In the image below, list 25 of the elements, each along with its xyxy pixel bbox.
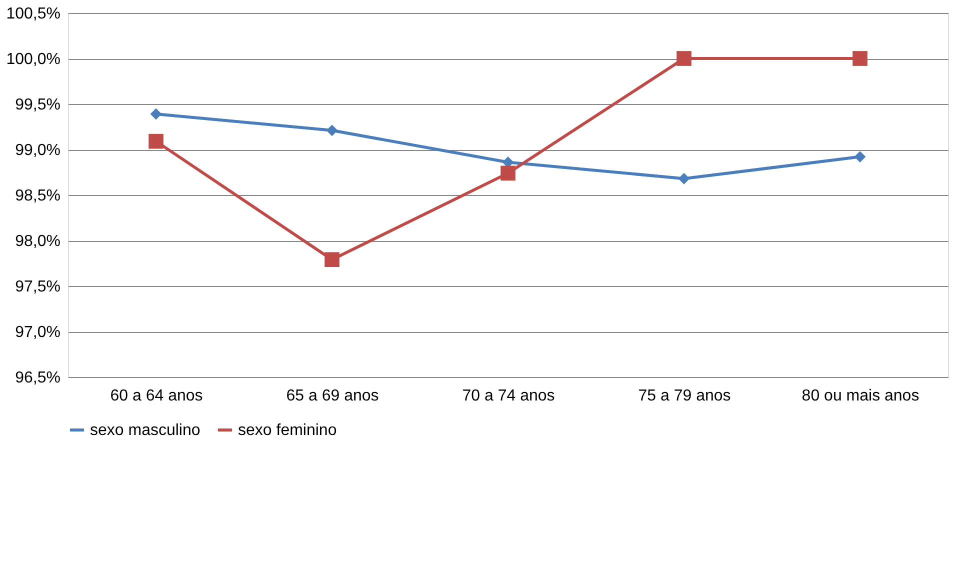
point [852, 51, 868, 66]
x-tick-label: 80 ou mais anos [802, 388, 920, 404]
y-tick-label: 99,5% [15, 96, 60, 114]
point [500, 166, 516, 181]
x-tick-label: 60 a 64 anos [110, 388, 203, 404]
point [150, 108, 162, 120]
point [326, 124, 338, 136]
x-tick-label: 70 a 74 anos [462, 388, 555, 404]
y-tick-label: 98,0% [15, 233, 60, 250]
y-tick-label: 98,5% [15, 188, 60, 204]
point [324, 252, 340, 268]
y-tick-label: 97,0% [15, 324, 60, 341]
legend-label: sexo feminino [238, 422, 337, 439]
point [854, 151, 866, 162]
y-tick-label: 97,5% [15, 278, 60, 296]
point [148, 134, 164, 149]
y-tick-label: 100,0% [6, 51, 60, 68]
point [676, 51, 692, 66]
legend-label: sexo masculino [90, 422, 200, 439]
y-tick-label: 96,5% [15, 370, 60, 386]
x-tick-label: 65 a 69 anos [286, 388, 379, 404]
y-tick-label: 100,5% [6, 6, 60, 22]
point [678, 172, 690, 184]
y-tick-label: 99,0% [15, 142, 60, 159]
x-tick-label: 75 a 79 anos [638, 388, 731, 404]
